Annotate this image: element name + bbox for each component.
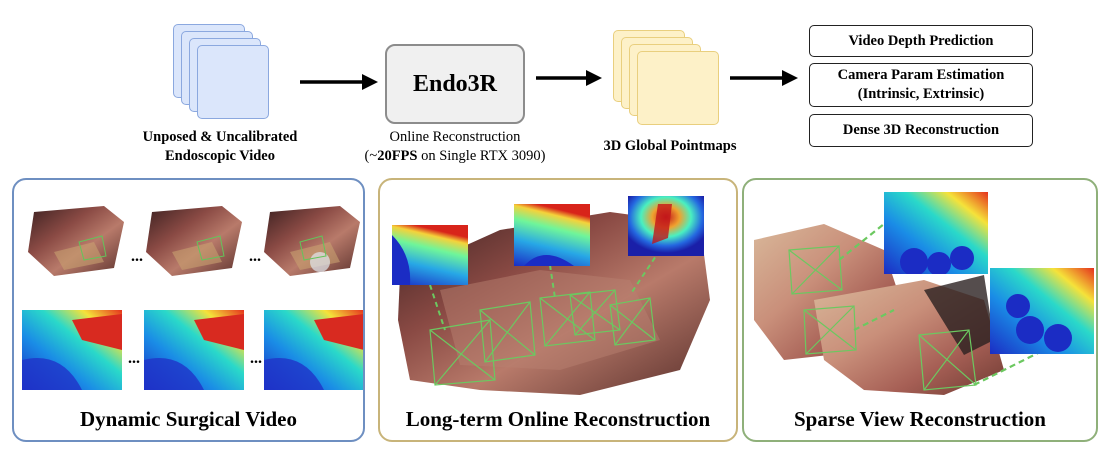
model-caption-line2: (~20FPS on Single RTX 3090)	[330, 147, 580, 166]
input-label-line1: Unposed & Uncalibrated	[142, 129, 298, 145]
panel-title: Sparse View Reconstruction	[794, 407, 1046, 431]
panel-title: Dynamic Surgical Video	[79, 407, 297, 431]
ellipsis: ...	[131, 248, 143, 265]
caption-fps: 20FPS	[377, 148, 418, 164]
output-label: Camera Param Estimation	[837, 67, 1005, 83]
depth-frame	[264, 310, 363, 390]
panel-dynamic-surgical-video: ... ... ... ...	[12, 178, 365, 442]
output-label: Video Depth Prediction	[848, 32, 994, 49]
panel-long-term-online-reconstruction: Long-term Online Reconstruction	[378, 178, 738, 442]
depth-inset	[392, 225, 468, 285]
depth-inset	[514, 204, 590, 266]
input-label-line2: Endoscopic Video	[165, 148, 275, 164]
arrow-right-icon	[300, 74, 378, 90]
depth-inset	[990, 268, 1094, 354]
model-name: Endo3R	[412, 70, 498, 97]
output-video-depth: Video Depth Prediction	[809, 25, 1033, 57]
depth-frame	[144, 310, 244, 390]
caption-suffix: on Single RTX 3090)	[417, 148, 546, 164]
panel-title: Long-term Online Reconstruction	[405, 407, 711, 431]
input-label: Unposed & Uncalibrated Endoscopic Video	[120, 128, 320, 166]
output-sublabel: (Intrinsic, Extrinsic)	[857, 86, 985, 102]
depth-frame	[22, 310, 122, 390]
ellipsis: ...	[128, 350, 140, 367]
depth-inset	[884, 192, 988, 274]
surgical-frame	[260, 202, 363, 278]
output-camera-param: Camera Param Estimation (Intrinsic, Extr…	[809, 63, 1033, 107]
depth-inset	[628, 196, 704, 256]
endo3r-model-box: Endo3R	[385, 44, 525, 124]
sparse-scene	[754, 219, 1045, 395]
reconstruction-scene	[398, 212, 710, 395]
surgical-frame	[142, 202, 246, 278]
surgical-frame	[24, 202, 128, 278]
ellipsis: ...	[250, 350, 262, 367]
arrow-right-icon	[730, 70, 798, 86]
caption-prefix: (~	[364, 148, 378, 164]
panel-sparse-view-reconstruction: Sparse View Reconstruction	[742, 178, 1098, 442]
output-dense-3d: Dense 3D Reconstruction	[809, 114, 1033, 147]
model-caption-line1: Online Reconstruction	[389, 129, 521, 145]
output-label: Dense 3D Reconstruction	[842, 122, 1000, 138]
ellipsis: ...	[249, 248, 261, 265]
model-caption: Online Reconstruction (~20FPS on Single …	[330, 128, 580, 166]
arrow-right-icon	[536, 70, 602, 86]
pointmaps-label: 3D Global Pointmaps	[603, 138, 737, 154]
